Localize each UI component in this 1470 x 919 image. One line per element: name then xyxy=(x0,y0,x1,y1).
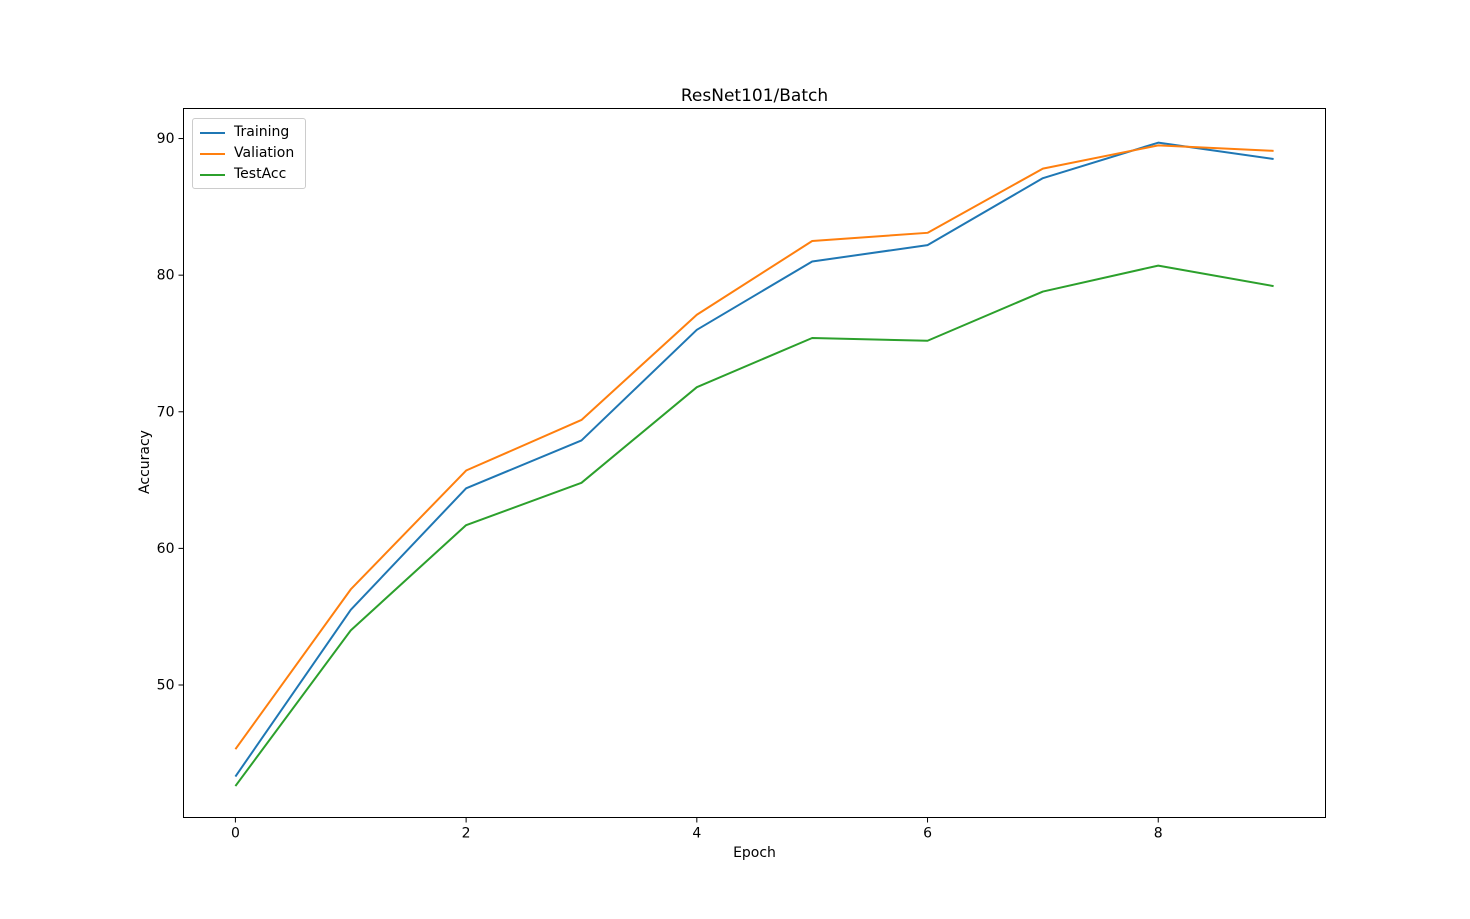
legend-line-sample-icon xyxy=(200,173,225,176)
legend-label: Valiation xyxy=(234,145,295,161)
x-tick-label: 4 xyxy=(692,826,701,842)
series-line-testacc xyxy=(234,264,1274,787)
legend-line-sample-icon xyxy=(200,131,225,134)
legend-item-training: Training xyxy=(200,124,294,141)
x-tick-label: 0 xyxy=(231,826,240,842)
series-line-training xyxy=(234,141,1274,778)
y-tick-label: 70 xyxy=(157,404,175,420)
legend-item-testacc: TestAcc xyxy=(200,166,294,183)
x-axis-label: Epoch xyxy=(733,845,776,861)
y-tick-label: 60 xyxy=(157,541,175,557)
x-tick-label: 6 xyxy=(923,826,932,842)
legend-line-sample-icon xyxy=(200,152,225,155)
chart-title: ResNet101/Batch xyxy=(680,86,829,106)
y-tick-label: 90 xyxy=(157,131,175,147)
legend-item-valiation: Valiation xyxy=(200,145,294,162)
legend-label: TestAcc xyxy=(234,166,287,182)
x-tick-label: 8 xyxy=(1154,826,1163,842)
axes-frame xyxy=(183,108,1326,818)
series-line-valiation xyxy=(234,144,1274,750)
legend: Training Valiation TestAcc xyxy=(192,118,307,189)
x-tick-label: 2 xyxy=(462,826,471,842)
legend-label: Training xyxy=(234,124,290,140)
y-tick-label: 80 xyxy=(157,268,175,284)
y-axis-label: Accuracy xyxy=(137,430,153,494)
y-tick-label: 50 xyxy=(157,677,175,693)
